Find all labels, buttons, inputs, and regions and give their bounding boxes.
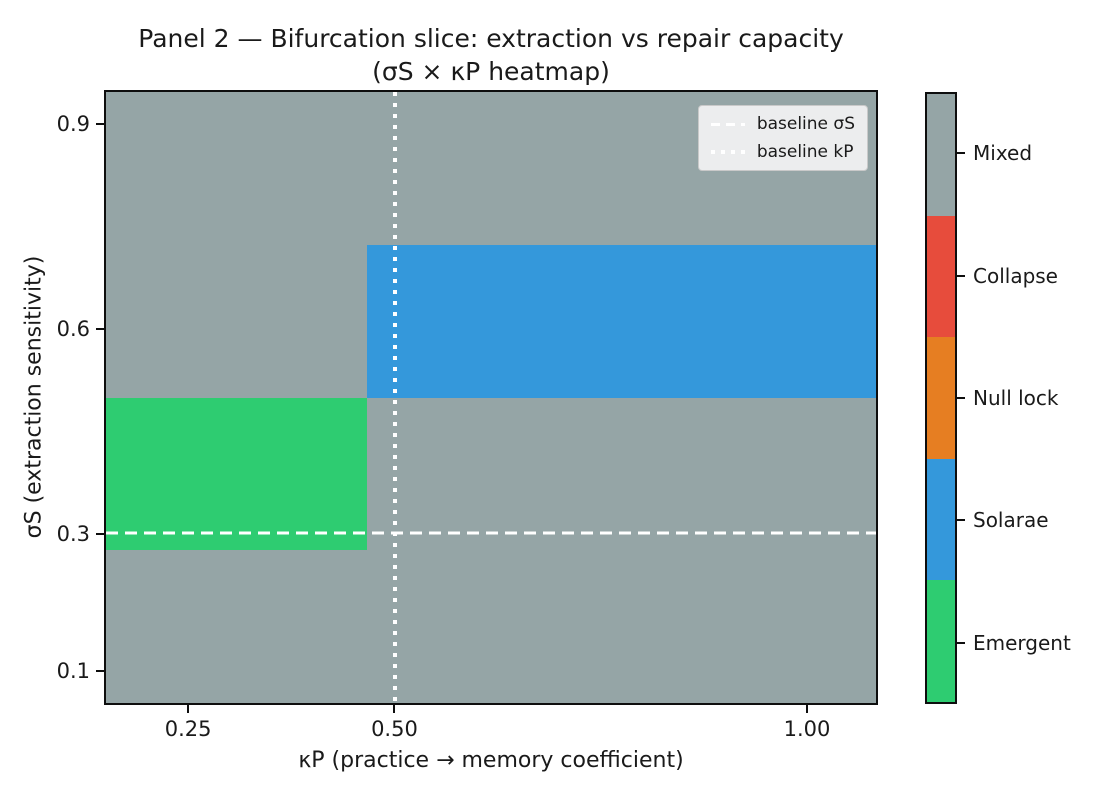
x-tick-label-1.00: 1.00 — [783, 717, 831, 741]
x-tick-label-0.25: 0.25 — [164, 717, 212, 741]
colorbar-tick-emergent — [957, 641, 965, 644]
y-tick-mark-0.1 — [96, 669, 104, 672]
chart-title-line1: Panel 2 — Bifurcation slice: extraction … — [138, 24, 844, 53]
colorbar-segment-collapse — [927, 215, 955, 338]
colorbar-tick-collapse — [957, 274, 965, 277]
x-tick-mark-0.25 — [187, 705, 190, 713]
y-axis-ticks: 0.9 0.6 0.3 0.1 — [0, 90, 104, 705]
colorbar-tick-mixed — [957, 152, 965, 155]
plot-area: baseline σS baseline kP — [104, 90, 878, 705]
x-tick-label-0.50: 0.50 — [371, 717, 418, 741]
x-axis-ticks: 0.25 0.50 1.00 — [104, 705, 878, 755]
colorbar-segment-mixed — [927, 94, 955, 216]
heatmap-region-emergent — [106, 397, 368, 551]
baseline-kappa-line — [392, 92, 397, 703]
dashed-line-sample-icon — [710, 122, 745, 126]
x-tick-mark-0.50 — [393, 705, 396, 713]
y-tick-mark-0.6 — [96, 328, 104, 331]
baseline-sigma-line — [106, 531, 876, 535]
colorbar-tick-null-lock — [957, 397, 965, 399]
legend-label: baseline σS — [756, 114, 855, 134]
x-axis-label: κP (practice → memory coefficient) — [298, 748, 684, 773]
y-tick-label-0.3: 0.3 — [56, 522, 90, 547]
colorbar-label-null-lock: Null lock — [973, 386, 1059, 410]
colorbar-segment-solarae — [927, 458, 955, 581]
y-axis-label: σS (extraction sensitivity) — [21, 255, 47, 539]
colorbar-tick-solarae — [957, 519, 965, 522]
heatmap-region-solarae — [367, 244, 876, 398]
y-tick-mark-0.3 — [96, 533, 104, 536]
legend: baseline σS baseline kP — [697, 105, 868, 171]
chart-title-line2: (σS × κP heatmap) — [372, 57, 610, 86]
colorbar-label-mixed: Mixed — [973, 141, 1033, 166]
y-tick-mark-0.9 — [96, 123, 104, 126]
legend-item-baseline-sigma: baseline σS — [710, 114, 855, 134]
colorbar-label-solarae: Solarae — [973, 508, 1049, 533]
colorbar-segment-emergent — [927, 580, 955, 702]
chart-title: Panel 2 — Bifurcation slice: extraction … — [104, 22, 878, 88]
y-tick-label-0.1: 0.1 — [56, 658, 90, 683]
legend-label: baseline kP — [756, 142, 854, 162]
colorbar — [925, 92, 957, 704]
y-tick-label-0.6: 0.6 — [56, 317, 90, 342]
colorbar-label-emergent: Emergent — [973, 630, 1071, 655]
dotted-line-sample-icon — [710, 150, 745, 154]
legend-item-baseline-kappa: baseline kP — [710, 142, 855, 162]
colorbar-segment-null-lock — [927, 337, 955, 459]
y-tick-label-0.9: 0.9 — [56, 112, 90, 137]
x-tick-mark-1.00 — [806, 705, 809, 713]
colorbar-label-collapse: Collapse — [973, 263, 1058, 288]
